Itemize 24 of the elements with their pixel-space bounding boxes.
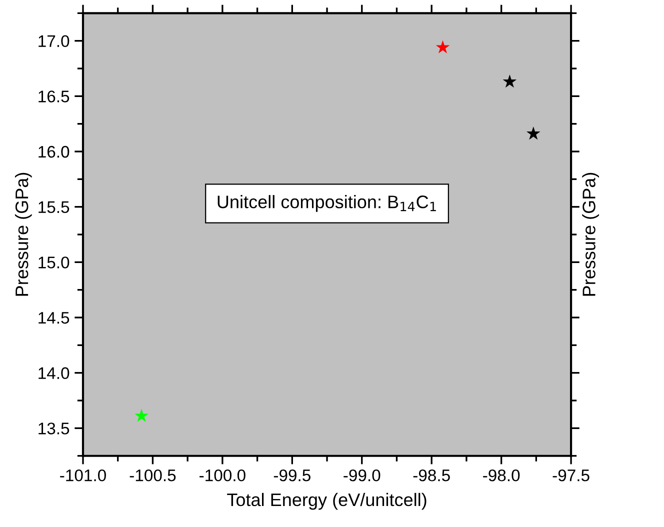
x-tick-label: -99.5 <box>274 469 310 482</box>
x-axis-title: Total Energy (eV/unitcell) <box>227 492 426 510</box>
y-tick-label: 15.5 <box>38 201 70 214</box>
y-tick-label: 16.0 <box>38 146 70 158</box>
y-tick-label: 15.0 <box>38 256 70 268</box>
y2-axis-title: Pressure (GPa) <box>582 172 599 296</box>
annotation: Unitcell composition: B$_{14}$C$_{1}$ <box>218 195 436 212</box>
x-tick-label: -98.5 <box>413 469 450 482</box>
y-axis-title: Pressure (GPa) <box>14 172 32 296</box>
y-tick-label: 14.0 <box>38 367 70 380</box>
point <box>436 40 450 54</box>
y-tick-label: 14.5 <box>38 312 70 324</box>
point <box>134 408 148 422</box>
x-tick-label: -98.0 <box>483 469 520 482</box>
y-tick-label: 13.5 <box>38 422 70 434</box>
x-tick-label: -100.0 <box>200 469 246 482</box>
point <box>502 74 517 88</box>
y-tick-label: 17.0 <box>38 35 70 48</box>
x-tick-label: -99.0 <box>344 469 380 482</box>
x-tick-label: -101.0 <box>60 469 106 482</box>
x-tick-label: -97.5 <box>552 469 590 482</box>
point <box>526 126 540 140</box>
x-tick-label: -100.5 <box>130 469 176 482</box>
y-tick-label: 16.5 <box>38 90 70 102</box>
